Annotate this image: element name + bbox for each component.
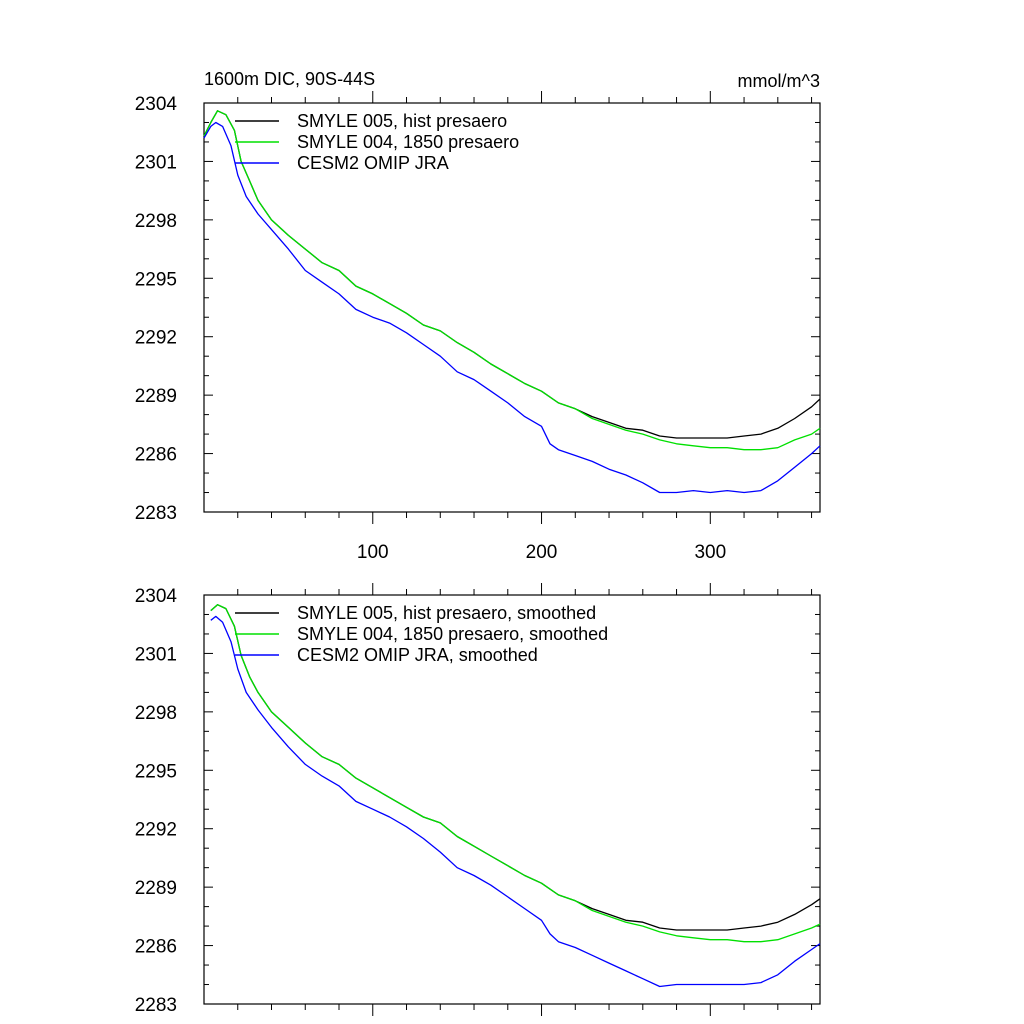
y-tick-label: 2292 bbox=[135, 820, 177, 841]
y-tick-label: 2286 bbox=[135, 937, 177, 958]
legend-label: SMYLE 004, 1850 presaero, smoothed bbox=[297, 624, 608, 644]
series-line-0-1 bbox=[203, 110, 821, 451]
legend-label: SMYLE 004, 1850 presaero bbox=[297, 132, 519, 152]
top-panel: 2283 2286 2289 2292 2295 2298 2301 2304 100 200 30… bbox=[135, 91, 821, 563]
y-tick-label: 2298 bbox=[135, 703, 177, 724]
x-tick-label: 100 bbox=[357, 542, 389, 563]
legend-label: SMYLE 005, hist presaero, smoothed bbox=[297, 603, 596, 623]
legend-label: CESM2 OMIP JRA, smoothed bbox=[297, 645, 538, 665]
y-tick-label: 2283 bbox=[135, 503, 177, 524]
y-tick-label: 2289 bbox=[135, 878, 177, 899]
series-line-0-2 bbox=[203, 121, 821, 494]
y-tick-label: 2295 bbox=[135, 269, 177, 290]
y-tick-label: 2295 bbox=[135, 761, 177, 782]
y-tick-label: 2298 bbox=[135, 211, 177, 232]
series-line-1-1 bbox=[210, 604, 821, 943]
y-tick-label: 2301 bbox=[135, 644, 177, 665]
legend-label: CESM2 OMIP JRA bbox=[297, 153, 449, 173]
units-label: mmol/m^3 bbox=[738, 71, 820, 91]
figure-title: 1600m DIC, 90S-44S bbox=[204, 69, 375, 89]
plot-frame bbox=[203, 102, 821, 513]
plot-frame bbox=[203, 594, 821, 1005]
y-tick-label: 2289 bbox=[135, 386, 177, 407]
series-line-1-2 bbox=[210, 615, 821, 988]
y-tick-label: 2304 bbox=[135, 94, 178, 115]
y-tick-label: 2304 bbox=[135, 586, 178, 607]
y-tick-label: 2292 bbox=[135, 328, 177, 349]
y-tick-label: 2301 bbox=[135, 152, 177, 173]
bottom-panel: 2283 2286 2289 2292 2295 2298 2301 2304 SMYLE 00… bbox=[135, 583, 821, 1016]
x-tick-label: 200 bbox=[526, 542, 558, 563]
y-tick-label: 2286 bbox=[135, 445, 177, 466]
y-tick-label: 2283 bbox=[135, 995, 177, 1016]
legend-label: SMYLE 005, hist presaero bbox=[297, 111, 507, 131]
x-tick-label: 300 bbox=[694, 542, 726, 563]
